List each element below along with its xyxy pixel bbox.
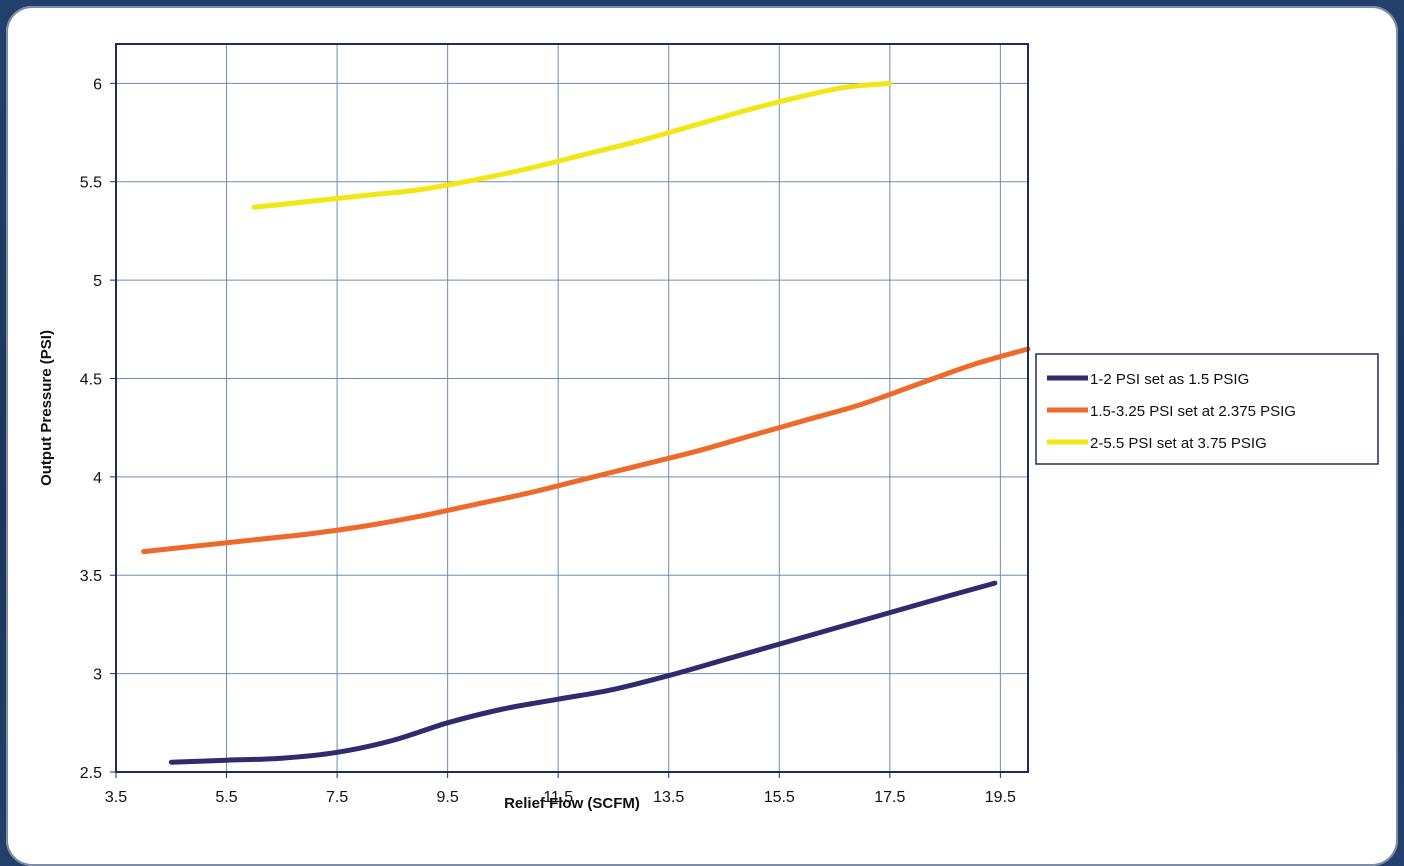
chart-panel: 3.5 5.5 7.5 9.5 11.5 13.5 15.5 17.5 19.5 2.5 3 3.5 4… <box>6 6 1398 866</box>
series-line-3 <box>251 80 893 210</box>
series-lines <box>141 80 1031 765</box>
y-tick-label: 3 <box>93 667 102 684</box>
legend: 1-2 PSI set as 1.5 PSIG 1.5-3.25 PSI set… <box>1035 353 1379 465</box>
x-tick-label: 19.5 <box>985 789 1016 806</box>
grid <box>115 44 1028 773</box>
x-tick-label: 7.5 <box>326 789 348 806</box>
y-tick-label: 2.5 <box>80 765 102 782</box>
x-tick-label: 13.5 <box>653 789 684 806</box>
y-tick-label: 6 <box>93 76 102 93</box>
legend-label-3: 2-5.5 PSI set at 3.75 PSIG <box>1090 435 1267 452</box>
x-tick-label: 3.5 <box>105 789 127 806</box>
legend-item-1: 1-2 PSI set as 1.5 PSIG <box>1047 371 1249 388</box>
legend-item-2: 1.5-3.25 PSI set at 2.375 PSIG <box>1047 403 1296 420</box>
y-axis-label: Output Pressure (PSI) <box>38 330 55 486</box>
y-tick-label: 4.5 <box>80 371 102 388</box>
legend-box <box>1035 353 1379 465</box>
line-chart: 3.5 5.5 7.5 9.5 11.5 13.5 15.5 17.5 19.5 2.5 3 3.5 4… <box>38 43 1379 812</box>
series-line-2 <box>141 346 1031 555</box>
y-tick-label: 4 <box>93 470 102 487</box>
x-axis-label: Relief Flow (SCFM) <box>504 795 640 812</box>
x-tick-label: 9.5 <box>437 789 459 806</box>
plot-frame <box>115 43 1029 773</box>
legend-label-1: 1-2 PSI set as 1.5 PSIG <box>1090 371 1249 388</box>
series-line-1 <box>168 580 998 765</box>
x-tick-label: 17.5 <box>874 789 905 806</box>
legend-label-2: 1.5-3.25 PSI set at 2.375 PSIG <box>1090 403 1296 420</box>
x-tick-label: 11.5 <box>543 789 573 806</box>
y-tick-label: 3.5 <box>80 568 102 585</box>
legend-item-3: 2-5.5 PSI set at 3.75 PSIG <box>1047 435 1267 452</box>
x-tick-label: 5.5 <box>215 789 237 806</box>
axis-ticks: 3.5 5.5 7.5 9.5 11.5 13.5 15.5 17.5 19.5 2.5 3 3.5 4… <box>80 76 1016 806</box>
y-tick-label: 5.5 <box>80 175 102 192</box>
y-tick-label: 5 <box>93 273 102 290</box>
x-tick-label: 15.5 <box>764 789 795 806</box>
